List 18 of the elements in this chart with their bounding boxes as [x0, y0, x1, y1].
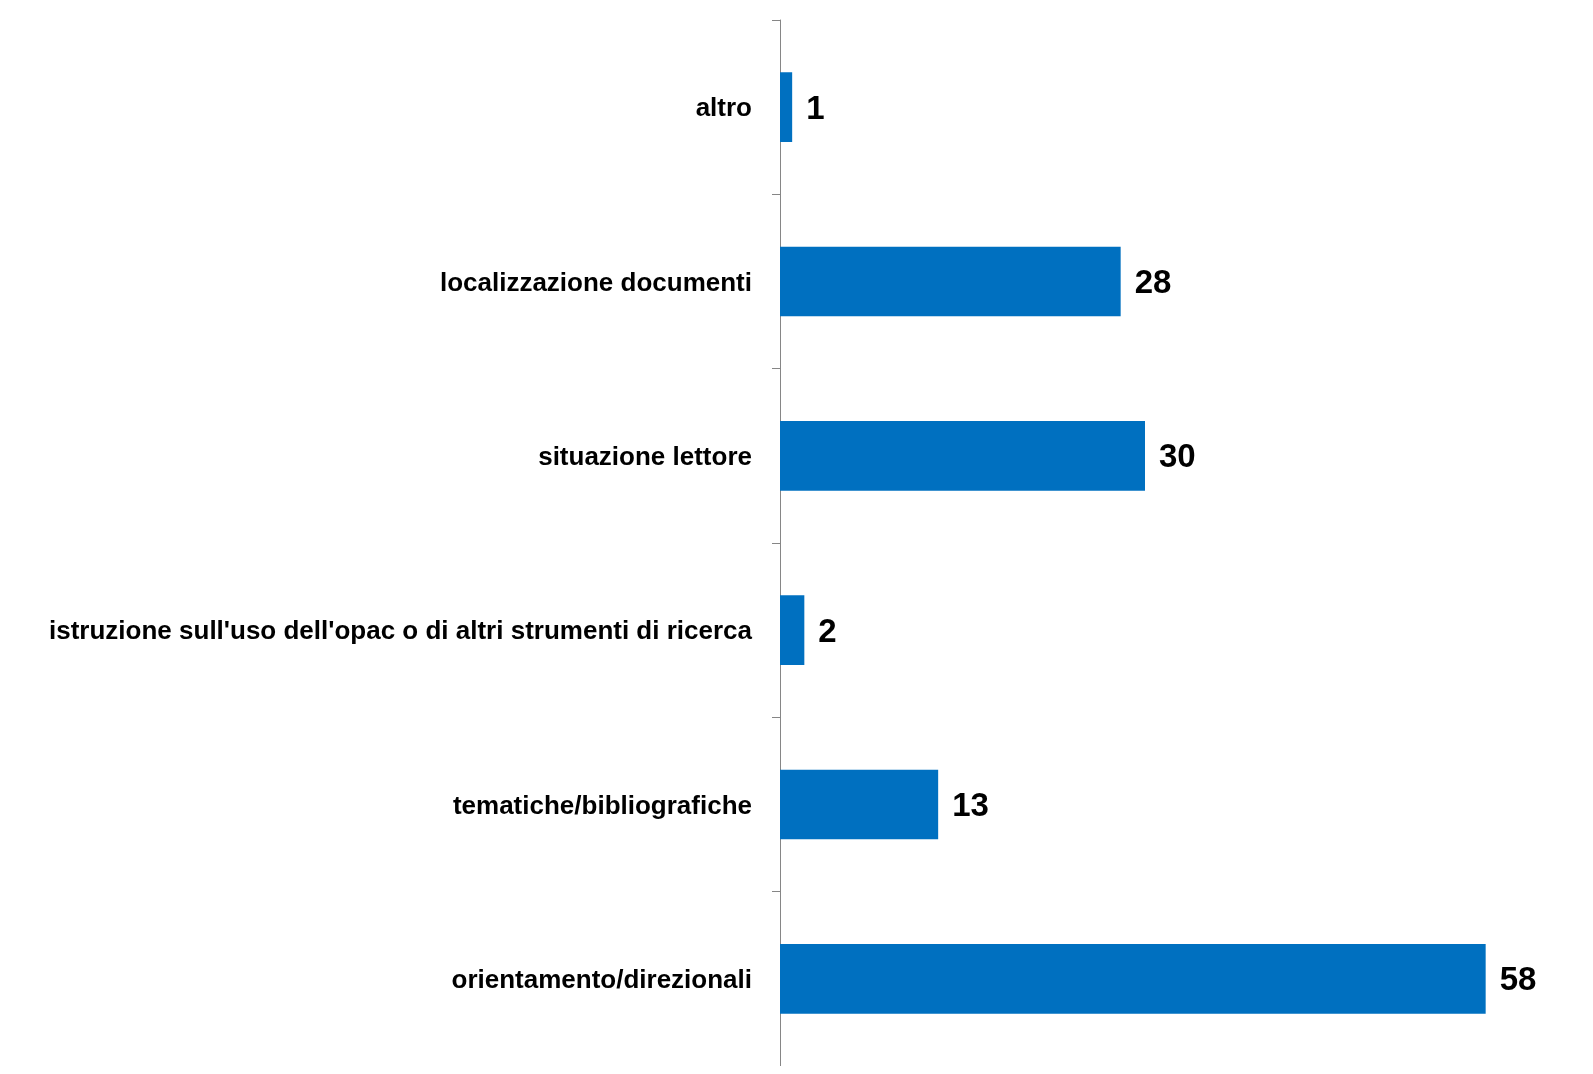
data-label: 2 [818, 611, 837, 649]
bar [780, 595, 805, 666]
y-tick-label: localizzazione documenti [439, 266, 752, 297]
bar [780, 943, 1486, 1014]
data-label: 58 [1499, 960, 1537, 998]
bar [780, 420, 1145, 491]
bar [780, 769, 939, 840]
data-label: 1 [806, 88, 825, 126]
y-tick-label: orientamento/direzionali [451, 963, 752, 994]
data-label: 30 [1159, 437, 1196, 475]
bar [780, 246, 1121, 317]
y-tick-label: istruzione sull'uso dell'opac o di altri strumenti di ricerca [49, 615, 753, 646]
y-tick-label: situazione lettore [538, 440, 752, 471]
y-tick-label: tematiche/bibliografiche [452, 789, 752, 820]
data-label: 28 [1134, 263, 1172, 300]
y-tick-label: altro [695, 92, 752, 123]
bar [780, 72, 793, 143]
data-label: 13 [952, 786, 989, 823]
